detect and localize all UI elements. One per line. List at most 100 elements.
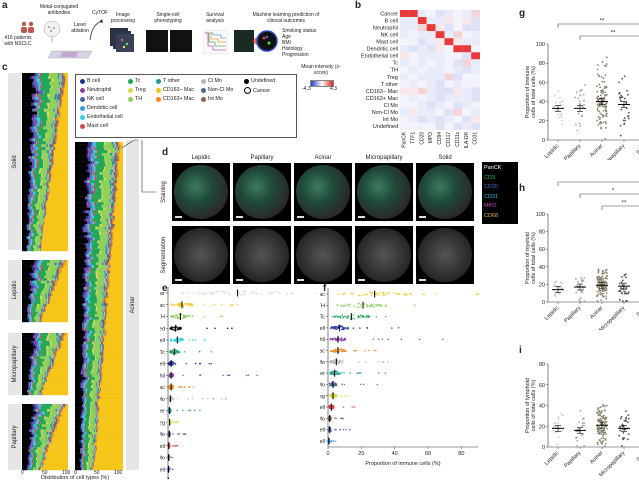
bar-segment bbox=[29, 382, 30, 385]
bar-segment bbox=[90, 229, 91, 232]
bar-segment bbox=[82, 366, 83, 369]
bar-segment bbox=[75, 191, 89, 194]
bar-segment bbox=[105, 292, 107, 295]
bar-segment bbox=[39, 115, 47, 118]
bar-segment bbox=[35, 224, 39, 227]
bar-segment bbox=[75, 251, 85, 254]
bar-segment bbox=[50, 294, 52, 297]
bar-segment bbox=[31, 369, 32, 372]
bar-segment bbox=[43, 457, 44, 460]
heatmap-cell bbox=[445, 73, 454, 80]
heatmap-row-label: Cancer bbox=[380, 11, 398, 17]
bar-segment bbox=[22, 462, 29, 465]
bar-segment bbox=[107, 314, 123, 317]
bar-segment bbox=[36, 227, 38, 230]
bar-segment bbox=[83, 322, 84, 325]
bar-segment bbox=[84, 295, 86, 298]
bar-segment bbox=[86, 347, 87, 350]
bar-segment bbox=[43, 462, 44, 465]
bar-segment bbox=[35, 138, 36, 141]
bar-segment bbox=[93, 213, 95, 216]
bar-segment bbox=[49, 156, 51, 159]
bar-segment bbox=[31, 304, 32, 307]
data-point bbox=[226, 398, 228, 400]
data-point bbox=[180, 327, 182, 329]
bar-segment bbox=[97, 399, 98, 402]
bar-segment bbox=[86, 402, 91, 405]
bar-segment bbox=[31, 455, 32, 458]
bar-segment bbox=[113, 142, 115, 145]
bar-segment bbox=[75, 164, 88, 167]
bar-segment bbox=[86, 224, 87, 227]
bar-segment bbox=[75, 224, 84, 227]
bar-segment bbox=[37, 288, 44, 291]
bar-segment bbox=[37, 153, 38, 156]
bar-segment bbox=[22, 374, 28, 377]
bar-segment bbox=[50, 288, 51, 291]
bar-segment bbox=[99, 232, 101, 235]
bar-segment bbox=[27, 314, 28, 317]
bar-segment bbox=[31, 314, 32, 317]
bar-segment bbox=[50, 168, 51, 171]
bar-segment bbox=[52, 153, 54, 156]
heatmap-cell bbox=[471, 52, 480, 59]
bar-segment bbox=[32, 429, 33, 432]
bar-segment bbox=[31, 447, 32, 450]
bar-segment bbox=[51, 260, 60, 263]
bar-segment bbox=[89, 191, 91, 194]
bar-segment bbox=[98, 369, 99, 372]
bar-segment bbox=[106, 164, 112, 167]
bar-segment bbox=[97, 426, 99, 429]
bar-segment bbox=[44, 309, 45, 312]
bar-segment bbox=[36, 333, 38, 336]
bar-segment bbox=[102, 153, 103, 156]
bar-segment bbox=[83, 462, 86, 465]
bar-segment bbox=[87, 281, 89, 284]
bar-segment bbox=[34, 245, 37, 248]
data-point bbox=[183, 293, 185, 295]
bar-segment bbox=[87, 150, 88, 153]
bar-segment bbox=[32, 212, 34, 215]
bar-segment bbox=[36, 286, 37, 289]
bar-segment bbox=[54, 118, 55, 121]
bar-segment bbox=[75, 443, 81, 446]
bar-segment bbox=[33, 382, 37, 385]
bar-segment bbox=[97, 156, 98, 159]
bar-segment bbox=[38, 407, 39, 410]
bar-segment bbox=[42, 465, 43, 468]
bar-segment bbox=[91, 150, 93, 153]
bar-segment bbox=[32, 354, 34, 357]
bar-segment bbox=[86, 322, 87, 325]
bar-segment bbox=[109, 273, 110, 276]
bar-segment bbox=[102, 213, 107, 216]
bar-segment bbox=[49, 278, 55, 281]
bar-segment bbox=[85, 363, 86, 366]
bar-segment bbox=[53, 417, 54, 420]
bar-segment bbox=[37, 141, 39, 144]
heatmap-cell bbox=[409, 81, 418, 88]
bar-segment bbox=[86, 347, 87, 350]
bar-segment bbox=[94, 437, 95, 440]
bar-segment bbox=[39, 260, 41, 263]
bar-segment bbox=[87, 383, 92, 386]
bar-segment bbox=[31, 377, 32, 380]
bar-segment bbox=[96, 175, 103, 178]
bar-segment bbox=[93, 172, 95, 175]
bar-segment bbox=[89, 317, 90, 320]
bar-segment bbox=[38, 85, 39, 88]
legend-label: Cl Mo bbox=[208, 78, 222, 84]
bar-segment bbox=[107, 229, 108, 232]
bar-segment bbox=[66, 76, 68, 79]
bar-segment bbox=[92, 260, 99, 263]
bar-segment bbox=[91, 229, 99, 232]
bar-segment bbox=[97, 279, 98, 282]
bar-segment bbox=[52, 276, 54, 279]
bar-segment bbox=[42, 207, 43, 210]
legend-label: Neutrophil bbox=[87, 87, 111, 93]
bar-segment bbox=[37, 404, 39, 407]
bar-segment bbox=[83, 303, 84, 306]
bar-segment bbox=[31, 367, 32, 370]
bar-segment bbox=[104, 339, 105, 342]
bar-segment bbox=[88, 456, 92, 459]
bar-segment bbox=[102, 339, 103, 342]
